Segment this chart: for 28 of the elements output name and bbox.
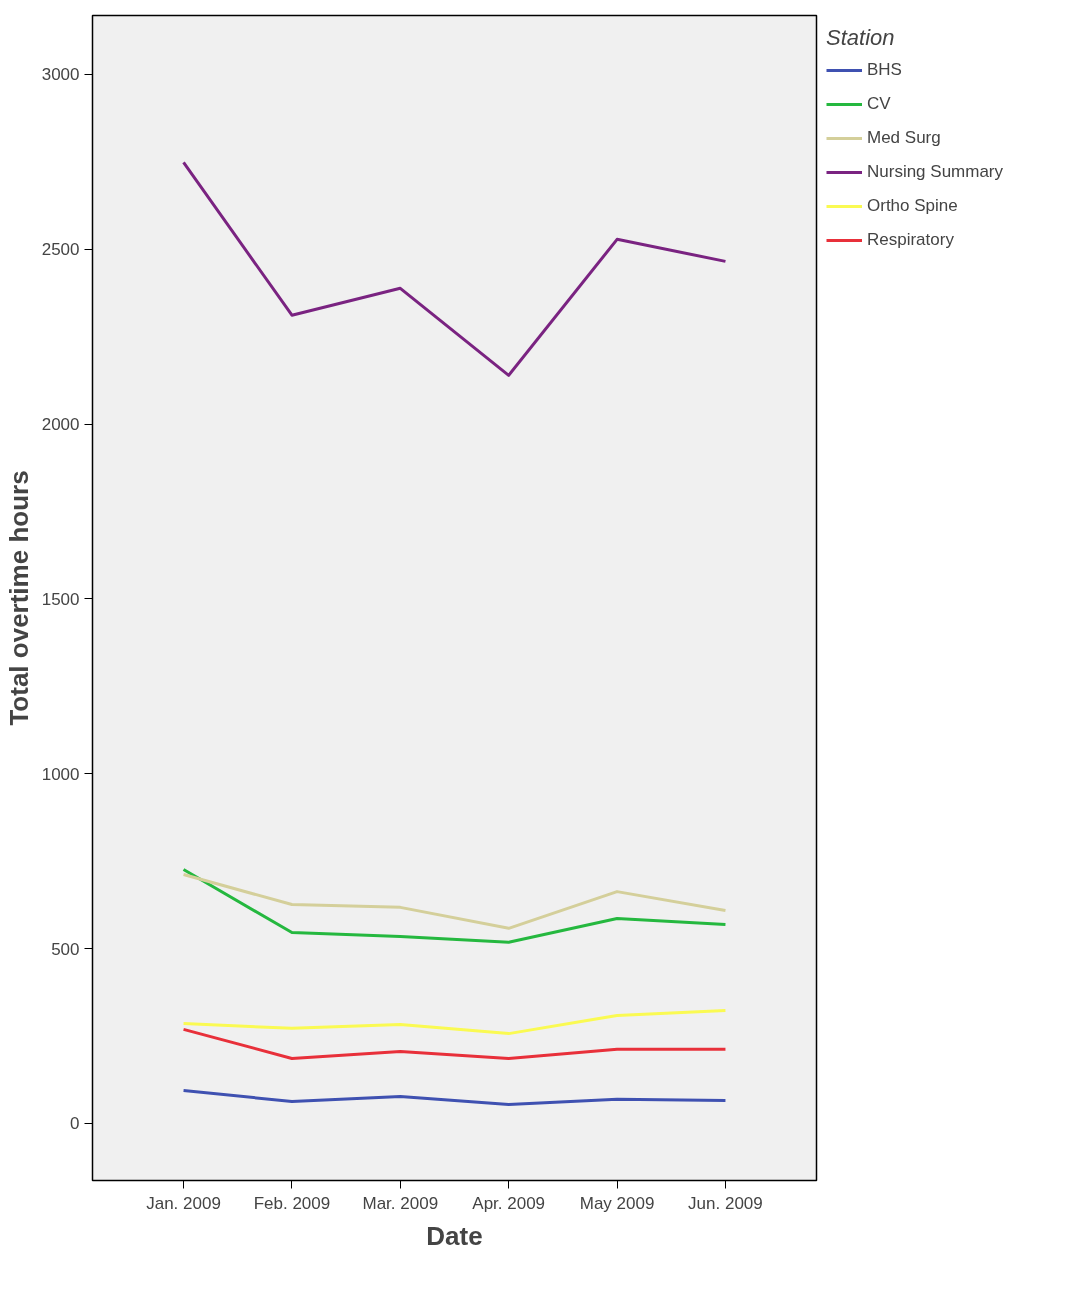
line-series xyxy=(182,1089,727,1107)
legend-label: BHS xyxy=(867,59,902,81)
line-series xyxy=(182,1027,727,1060)
line-series xyxy=(182,160,727,377)
x-tick-label: May 2009 xyxy=(579,1193,655,1213)
x-tick-label: Jan. 2009 xyxy=(146,1193,221,1213)
x-tick-label: Mar. 2009 xyxy=(362,1193,439,1213)
y-tick-label: 2000 xyxy=(41,415,80,434)
y-axis-title: Total overtime hours xyxy=(3,470,34,726)
y-tick-label: 3000 xyxy=(41,65,80,85)
legend-label: Respiratory xyxy=(867,229,954,251)
x-axis-title: Date xyxy=(426,1220,483,1251)
x-tick-label: Feb. 2009 xyxy=(253,1193,331,1213)
y-tick-label: 2500 xyxy=(41,240,80,260)
y-tick-label: 0 xyxy=(70,1114,80,1134)
legend-label: Ortho Spine xyxy=(867,195,958,217)
line-series xyxy=(182,1009,727,1036)
y-tick-label: 1000 xyxy=(41,764,80,784)
legend-title: Station xyxy=(826,25,896,51)
y-tick-label: 500 xyxy=(51,939,80,959)
y-tick-label: 1500 xyxy=(41,589,80,609)
legend-label: CV xyxy=(867,93,891,115)
line-series xyxy=(182,868,727,944)
legend-label: Med Surg xyxy=(867,127,941,149)
x-tick-label: Apr. 2009 xyxy=(472,1193,546,1213)
x-tick-label: Jun. 2009 xyxy=(688,1193,763,1213)
legend-label: Nursing Summary xyxy=(867,161,1004,183)
line-series xyxy=(182,872,727,930)
